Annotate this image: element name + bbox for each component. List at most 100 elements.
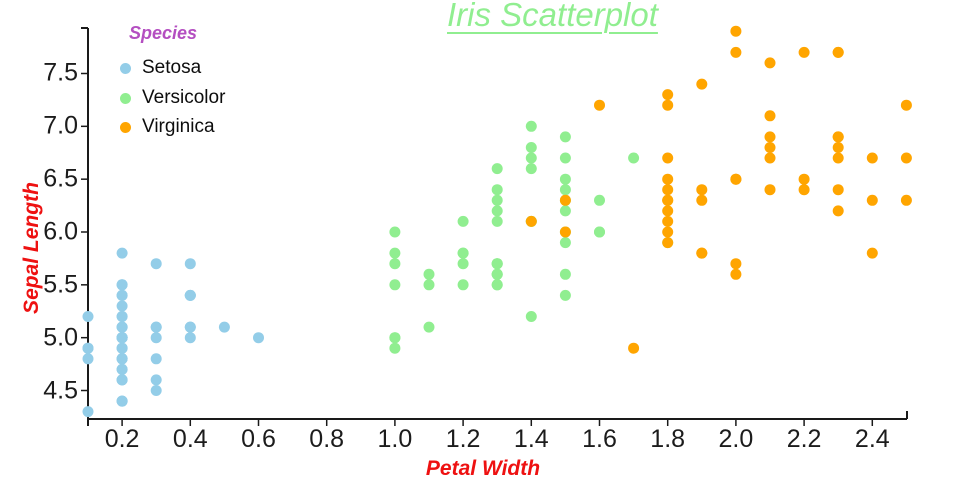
data-point-versicolor — [559, 152, 571, 164]
data-point-virginica — [798, 184, 810, 196]
data-point-versicolor — [559, 173, 571, 185]
data-point-versicolor — [491, 194, 503, 206]
x-tick-label: 1.6 — [582, 425, 617, 453]
y-tick-label: 6.0 — [43, 217, 78, 246]
data-point-setosa — [116, 321, 128, 333]
data-point-versicolor — [594, 194, 605, 206]
x-tick-label: 0.4 — [172, 425, 208, 453]
data-point-setosa — [116, 279, 128, 291]
data-point-versicolor — [457, 279, 469, 291]
data-point-virginica — [832, 131, 844, 143]
data-point-virginica — [662, 237, 674, 249]
data-point-virginica — [559, 226, 571, 238]
data-point-setosa — [150, 321, 162, 333]
data-point-setosa — [116, 342, 128, 354]
data-point-setosa — [150, 353, 162, 365]
data-point-virginica — [662, 152, 674, 164]
data-point-virginica — [730, 25, 742, 37]
data-point-versicolor — [389, 332, 401, 344]
data-point-virginica — [662, 226, 674, 238]
data-point-setosa — [253, 332, 264, 344]
y-tick-label: 4.5 — [43, 376, 78, 404]
data-point-versicolor — [491, 268, 503, 280]
data-point-virginica — [730, 46, 742, 58]
data-point-versicolor — [457, 215, 469, 227]
data-point-virginica — [900, 194, 912, 206]
data-point-setosa — [116, 353, 128, 365]
x-tick-label: 2.2 — [786, 425, 822, 453]
data-point-versicolor — [491, 205, 503, 217]
data-point-versicolor — [525, 142, 537, 153]
data-point-versicolor — [491, 184, 503, 196]
data-point-versicolor — [559, 205, 571, 217]
data-point-setosa — [184, 258, 196, 270]
data-point-virginica — [628, 342, 640, 354]
data-point-versicolor — [559, 237, 571, 249]
data-point-setosa — [150, 332, 162, 344]
data-point-virginica — [730, 258, 742, 270]
data-point-versicolor — [389, 247, 401, 259]
data-point-setosa — [116, 311, 128, 322]
data-point-virginica — [662, 194, 674, 206]
data-point-versicolor — [423, 268, 435, 280]
x-axis-label: Petal Width — [425, 457, 541, 480]
data-point-versicolor — [594, 226, 605, 238]
data-point-virginica — [559, 194, 571, 206]
data-point-setosa — [184, 321, 196, 333]
data-point-virginica — [764, 110, 776, 122]
data-point-versicolor — [389, 279, 401, 291]
data-point-virginica — [696, 194, 708, 206]
legend-item-versicolor: Versicolor — [112, 87, 225, 109]
data-point-versicolor — [491, 215, 503, 227]
data-point-virginica — [594, 99, 605, 111]
data-point-virginica — [764, 131, 776, 143]
legend-title: Species — [129, 23, 198, 43]
data-point-virginica — [696, 78, 708, 90]
data-point-virginica — [900, 152, 912, 164]
data-point-virginica — [866, 152, 878, 164]
x-tick-label: 2.0 — [718, 425, 754, 453]
data-point-virginica — [764, 142, 776, 153]
x-tick-label: 1.8 — [650, 425, 686, 453]
data-point-setosa — [150, 374, 162, 386]
data-point-setosa — [82, 342, 94, 354]
chart-title: Iris Scatterplot — [447, 0, 658, 33]
data-point-setosa — [218, 321, 230, 333]
x-tick-label: 0.6 — [241, 425, 276, 453]
data-point-virginica — [662, 215, 674, 227]
data-point-virginica — [764, 152, 776, 164]
y-tick-label: 7.0 — [43, 111, 78, 140]
data-point-virginica — [525, 215, 537, 227]
data-point-virginica — [696, 184, 708, 196]
x-tick-label: 0.2 — [104, 425, 140, 453]
legend-item-virginica: Virginica — [112, 116, 215, 138]
data-point-setosa — [116, 300, 128, 312]
data-point-versicolor — [389, 258, 401, 270]
data-point-versicolor — [389, 342, 401, 354]
data-point-versicolor — [491, 258, 503, 270]
y-tick-label: 5.0 — [43, 323, 78, 352]
data-point-virginica — [764, 57, 776, 69]
data-point-versicolor — [559, 289, 571, 301]
y-axis-label: Sepal Length — [20, 182, 43, 314]
data-point-virginica — [798, 46, 810, 58]
data-point-versicolor — [423, 321, 435, 333]
data-point-virginica — [832, 205, 844, 217]
x-tick-label: 2.4 — [854, 425, 890, 453]
data-point-virginica — [798, 173, 810, 185]
data-point-virginica — [900, 99, 912, 111]
data-point-virginica — [832, 184, 844, 196]
virginica-marker-icon — [120, 121, 131, 133]
data-point-virginica — [696, 247, 708, 259]
data-point-virginica — [832, 46, 844, 58]
data-point-setosa — [82, 353, 94, 365]
data-point-setosa — [116, 332, 128, 344]
data-point-setosa — [116, 363, 128, 375]
y-tick-label: 6.5 — [43, 164, 78, 193]
x-tick-label: 1.4 — [513, 425, 549, 453]
data-point-virginica — [662, 89, 674, 101]
data-point-setosa — [150, 385, 162, 396]
data-point-setosa — [184, 289, 196, 301]
data-point-versicolor — [559, 131, 571, 143]
